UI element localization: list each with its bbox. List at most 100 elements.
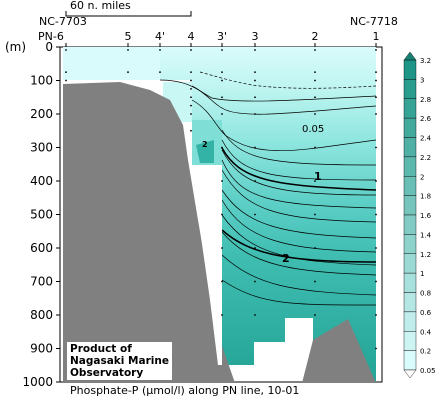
- sample-dot: [190, 104, 192, 107]
- sample-dot: [254, 280, 256, 283]
- contour-2: [221, 229, 377, 263]
- sample-dot: [190, 49, 192, 51]
- sample-dot: [190, 87, 192, 90]
- colorbar-bottom-arrow: [403, 369, 417, 379]
- sample-dot: [127, 71, 129, 74]
- station-label: 3: [252, 30, 259, 43]
- sample-dot: [314, 213, 316, 216]
- contour-label-2: 2: [282, 252, 290, 265]
- colorbar-label: 2.4: [420, 135, 432, 143]
- colorbar-label: 1.8: [420, 193, 431, 201]
- credit-line-1: Product of: [70, 343, 132, 355]
- sample-dot: [221, 49, 223, 51]
- slope-water-dark: [196, 140, 214, 163]
- colorbar-swatch: [403, 79, 417, 99]
- station-label: 3': [217, 30, 227, 43]
- sample-dots: [65, 49, 377, 350]
- colorbar-swatch: [403, 156, 417, 177]
- sample-dot: [375, 180, 377, 182]
- colorbar: 3.2 3 2.8 2.6 2.4 2.2 2 1.8 1.6 1.4 1.2 1 0.8 0.6 0.4 0…: [403, 51, 436, 379]
- sample-dot: [314, 247, 316, 249]
- y-tick-label: 500: [30, 208, 53, 222]
- sample-dot: [254, 113, 256, 115]
- station-label: 5: [125, 30, 132, 43]
- colorbar-swatch: [403, 331, 417, 351]
- sample-dot: [221, 247, 223, 249]
- sample-dot: [375, 347, 377, 350]
- y-tick-label: 300: [30, 141, 53, 155]
- colorbar-swatch: [403, 137, 417, 158]
- sample-dot: [375, 79, 377, 82]
- sample-dot: [254, 247, 256, 249]
- sample-dot: [159, 71, 161, 74]
- sample-dot: [375, 113, 377, 115]
- no-data-gap: [192, 165, 222, 365]
- y-axis-unit: (m): [5, 40, 26, 54]
- sample-dot: [254, 213, 256, 216]
- sample-dot: [221, 79, 223, 82]
- sample-dot: [375, 280, 377, 283]
- y-tick-label: 100: [30, 74, 53, 88]
- colorbar-swatch: [403, 195, 417, 216]
- sample-dot: [190, 96, 192, 99]
- colorbar-label: 3: [420, 76, 424, 84]
- colorbar-label: 0.2: [420, 348, 431, 356]
- sample-dot: [254, 314, 256, 316]
- sample-dot: [314, 113, 316, 115]
- sample-dot: [221, 213, 223, 216]
- colorbar-swatch: [403, 214, 417, 235]
- credit-line-3: Observatory: [70, 367, 144, 379]
- sample-dot: [314, 146, 316, 149]
- y-tick-label: 1000: [22, 375, 53, 389]
- scale-bar: [65, 11, 192, 17]
- sample-dot: [375, 146, 377, 149]
- y-tick-label: 400: [30, 174, 53, 188]
- colorbar-label: 0.6: [420, 309, 432, 317]
- sample-dot: [221, 113, 223, 115]
- contour-label-2-slope: 2: [202, 140, 208, 149]
- station-label: 1: [373, 30, 380, 43]
- sample-dot: [314, 79, 316, 82]
- contour-1: [221, 147, 377, 191]
- contour-0-05: [199, 71, 377, 89]
- credit-box: Product of Nagasaki Marine Observatory: [67, 342, 172, 380]
- y-tick-label: 800: [30, 308, 53, 322]
- contour-label-1: 1: [314, 170, 322, 183]
- colorbar-swatch: [403, 253, 417, 274]
- contour-lines: [159, 79, 377, 306]
- sample-dot: [254, 79, 256, 82]
- y-tick-label: 600: [30, 241, 53, 255]
- sample-dot: [375, 247, 377, 249]
- station-label: PN-6: [38, 30, 64, 43]
- sample-dot: [159, 49, 161, 51]
- seafloor-right-seamount: [302, 319, 376, 382]
- colorbar-label: 2.6: [420, 115, 432, 123]
- sample-dot: [375, 71, 377, 74]
- sample-dot: [221, 71, 223, 74]
- station-labels: PN-6 5 4' 4 3' 3 2 1: [38, 30, 380, 47]
- sample-dot: [221, 96, 223, 99]
- sample-dot: [375, 314, 377, 316]
- sample-dot: [190, 113, 192, 115]
- colorbar-swatch: [403, 272, 417, 293]
- colorbar-label: 1.6: [420, 212, 432, 220]
- contour-label-0-05: 0.05: [302, 124, 324, 135]
- chart-title: Phosphate-P (μmol/l) along PN line, 10-0…: [70, 384, 300, 397]
- colorbar-label: 0.8: [420, 290, 431, 298]
- colorbar-label: 0.4: [420, 328, 432, 336]
- sample-dot: [375, 49, 377, 51]
- colorbar-label: 1.2: [420, 251, 431, 259]
- station-label: 2: [312, 30, 319, 43]
- sample-dot: [254, 96, 256, 99]
- y-axis: 0 100 200 300 400 500 600 700 800 900 1000: [22, 40, 60, 389]
- sample-dot: [65, 49, 67, 51]
- colorbar-label: 1.4: [420, 231, 432, 239]
- end-label-left: NC-7703: [39, 15, 87, 28]
- sample-dot: [375, 96, 377, 99]
- colorbar-swatch: [403, 59, 417, 80]
- seafloor-left: [63, 82, 235, 382]
- sample-dot: [314, 49, 316, 51]
- sample-dot: [221, 280, 223, 283]
- sample-dot: [190, 79, 192, 82]
